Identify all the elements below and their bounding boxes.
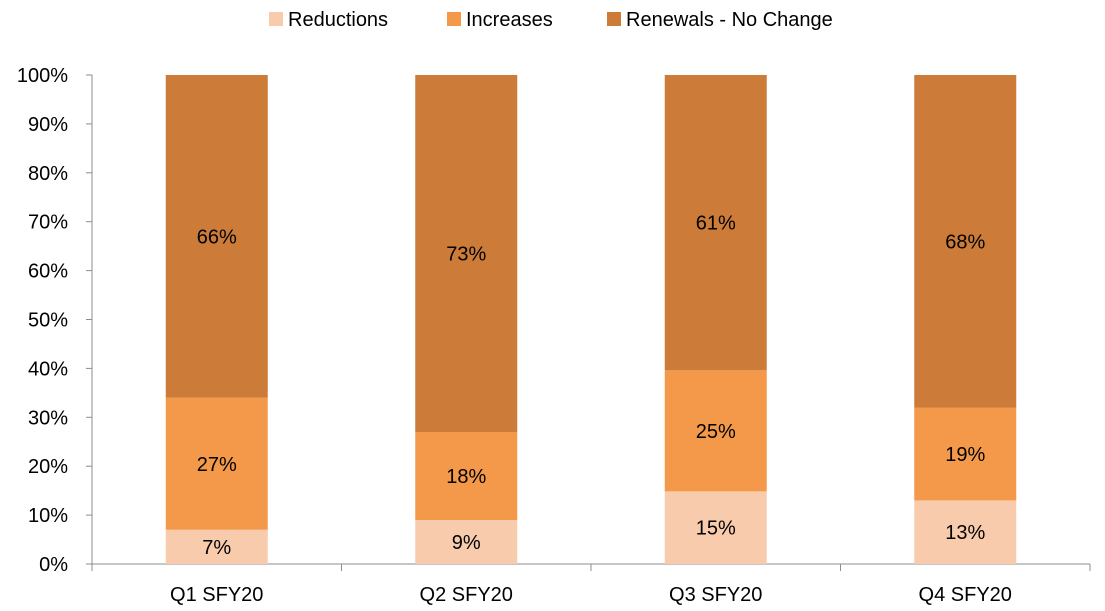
y-tick-label: 10% [28,505,68,527]
x-tick-label: Q4 SFY20 [919,584,1012,606]
y-tick-label: 50% [28,310,68,332]
y-tick-label: 30% [28,407,68,429]
x-tick-label: Q3 SFY20 [669,584,762,606]
data-label: 7% [202,537,231,559]
legend: Reductions Increases Renewals - No Change [269,9,833,31]
y-tick-label: 70% [28,212,68,234]
y-tick-label: 20% [28,456,68,478]
y-tick-label: 80% [28,163,68,185]
data-label: 9% [452,532,481,554]
data-label: 61% [696,213,736,235]
legend-swatch [447,12,461,26]
data-label: 25% [696,421,736,443]
bar-segment-renewals-no-change [165,75,268,398]
data-label: 68% [945,231,985,253]
x-tick-label: Q2 SFY20 [420,584,513,606]
legend-swatch [269,12,283,26]
data-label: 15% [696,518,736,540]
y-axis: 0% 10% 20% 30% 40% 50% 60% 70% 80% 90% 100% [17,65,93,576]
bar-segment-increases [415,431,518,520]
bar-segment-reductions [415,519,518,564]
data-label: 13% [945,522,985,544]
legend-label: Reductions [288,9,388,31]
data-label: 18% [446,466,486,488]
bar-segment-increases [664,370,767,492]
data-labels: 7% 27% 66% 9% 18% 73% 15% 25% 61% 13% 19% 68% [197,213,986,559]
bars [165,75,1017,564]
x-axis: Q1 SFY20 Q2 SFY20 Q3 SFY20 Q4 SFY20 [91,563,1091,606]
data-label: 19% [945,444,985,466]
legend-label: Renewals - No Change [626,9,833,31]
y-tick-label: 60% [28,261,68,283]
data-label: 73% [446,243,486,265]
bar-segment-renewals-no-change [415,75,518,432]
y-tick-label: 100% [17,65,68,87]
y-tick-label: 40% [28,358,68,380]
bar-segment-reductions [664,491,767,564]
bar-segment-increases [914,407,1017,501]
bar-segment-increases [165,397,268,530]
bar-segment-renewals-no-change [664,75,767,371]
bar-segment-renewals-no-change [914,75,1017,408]
legend-label: Increases [466,9,553,31]
bar-segment-reductions [165,529,268,564]
legend-swatch [607,12,621,26]
y-tick-label: 0% [39,554,68,576]
x-tick-label: Q1 SFY20 [170,584,263,606]
data-label: 27% [197,454,237,476]
bar-segment-reductions [914,500,1017,564]
data-label: 66% [197,226,237,248]
y-tick-label: 90% [28,114,68,136]
